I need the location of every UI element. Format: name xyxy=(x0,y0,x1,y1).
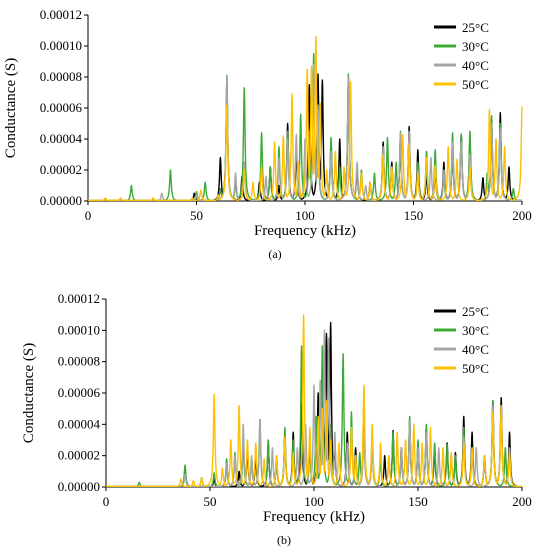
legend-label: 30°C xyxy=(462,39,489,54)
series-line-4 xyxy=(88,36,523,201)
x-axis-label: Frequency (kHz) xyxy=(254,223,356,239)
series-line-3 xyxy=(88,63,523,201)
series-line-3 xyxy=(106,329,523,487)
y-tick-label: 0.00008 xyxy=(58,354,100,369)
series-line-4 xyxy=(106,313,523,487)
y-tick-label: 0.00010 xyxy=(58,322,100,337)
panel-label: (a) xyxy=(268,247,281,261)
y-tick-label: 0.00004 xyxy=(58,416,101,431)
legend-label: 50°C xyxy=(462,361,489,376)
y-tick-label: 0.00004 xyxy=(40,131,83,146)
x-tick-label: 150 xyxy=(404,208,424,223)
y-tick-label: 0.00002 xyxy=(40,162,82,177)
x-tick-label: 0 xyxy=(103,494,110,509)
x-axis-label: Frequency (kHz) xyxy=(263,509,365,525)
series-group xyxy=(88,36,523,201)
chart-panel-b: 0.00000 0.00002 0.00004 0.00006 0.00008 0.000… xyxy=(21,291,532,547)
y-tick-label: 0.00006 xyxy=(58,385,101,400)
panel-label: (b) xyxy=(277,533,291,547)
y-tick-label: 0.00012 xyxy=(58,291,100,306)
x-tick-label: 200 xyxy=(512,494,532,509)
y-tick-label: 0.00000 xyxy=(40,193,82,208)
x-tick-label: 100 xyxy=(295,208,315,223)
y-tick-label: 0.00008 xyxy=(40,69,82,84)
y-tick-label: 0.00012 xyxy=(40,7,82,22)
x-tick-label: 200 xyxy=(512,208,532,223)
y-axis-label: Conductance (S) xyxy=(21,343,37,443)
legend-label: 40°C xyxy=(462,58,489,73)
x-tick-label: 150 xyxy=(408,494,428,509)
legend-label: 30°C xyxy=(462,323,489,338)
y-tick-label: 0.00000 xyxy=(58,479,100,494)
y-axis-label: Conductance (S) xyxy=(3,58,19,158)
x-tick-label: 100 xyxy=(304,494,324,509)
y-tick-label: 0.00006 xyxy=(40,100,83,115)
chart-panel-a: 0.00000 0.00002 0.00004 0.00006 0.00008 0.000… xyxy=(3,7,532,261)
legend-label: 25°C xyxy=(462,20,489,35)
legend-label: 40°C xyxy=(462,342,489,357)
legend-label: 25°C xyxy=(462,304,489,319)
y-tick-label: 0.00010 xyxy=(40,38,82,53)
x-tick-label: 50 xyxy=(190,208,203,223)
x-tick-label: 50 xyxy=(204,494,217,509)
y-tick-label: 0.00002 xyxy=(58,448,100,463)
legend-label: 50°C xyxy=(462,77,489,92)
series-group xyxy=(106,313,523,487)
x-tick-label: 0 xyxy=(85,208,92,223)
